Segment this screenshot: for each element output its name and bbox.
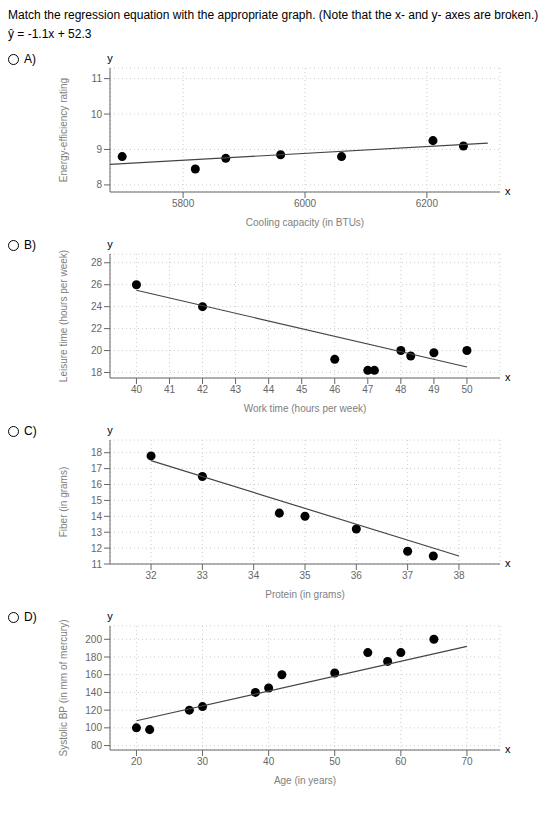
svg-text:Leisure time (hours per week): Leisure time (hours per week) [58,250,69,382]
svg-text:17: 17 [91,463,103,474]
svg-text:70: 70 [461,756,473,767]
svg-text:33: 33 [197,570,209,581]
html-text:C): C) [24,424,37,438]
svg-text:44: 44 [263,384,275,395]
svg-text:100: 100 [85,722,102,733]
svg-text:49: 49 [428,384,440,395]
svg-text:46: 46 [329,384,341,395]
svg-text:8: 8 [96,179,102,190]
svg-text:Fiber (in grams): Fiber (in grams) [58,467,69,538]
svg-text:120: 120 [85,705,102,716]
html-text:A): A) [24,52,36,66]
svg-text:41: 41 [164,384,176,395]
svg-text:Age (in years): Age (in years) [274,775,336,786]
svg-text:37: 37 [402,570,414,581]
svg-text:42: 42 [197,384,209,395]
svg-text:Systolic BP (in mm of mercury): Systolic BP (in mm of mercury) [58,619,69,756]
svg-text:20: 20 [131,756,143,767]
svg-text:48: 48 [395,384,407,395]
html-text:y: y [107,238,113,250]
svg-text:32: 32 [145,570,157,581]
svg-text:14: 14 [91,511,103,522]
svg-text:180: 180 [85,652,102,663]
svg-text:Protein (in grams): Protein (in grams) [265,589,344,600]
svg-text:80: 80 [91,740,103,751]
svg-text:35: 35 [299,570,311,581]
svg-text:30: 30 [197,756,209,767]
svg-text:Cooling capacity (in BTUs): Cooling capacity (in BTUs) [246,217,364,228]
svg-text:45: 45 [296,384,308,395]
svg-text:15: 15 [91,495,103,506]
svg-text:11: 11 [92,559,103,570]
svg-text:6000: 6000 [294,198,317,209]
svg-text:24: 24 [91,301,103,312]
svg-text:13: 13 [91,527,103,538]
html-text:D): D) [24,610,37,624]
svg-text:22: 22 [91,323,103,334]
svg-text:6200: 6200 [416,198,439,209]
html-text:x: x [505,371,511,383]
svg-text:20: 20 [91,345,103,356]
svg-text:200: 200 [85,634,102,645]
html-text:ŷ = -1.1x + 52.3: ŷ = -1.1x + 52.3 [8,27,92,41]
svg-text:43: 43 [230,384,242,395]
html-text:y: y [107,610,113,622]
svg-text:160: 160 [85,669,102,680]
svg-text:12: 12 [91,543,103,554]
html-text:x: x [505,743,511,755]
svg-text:18: 18 [91,367,103,378]
svg-text:9: 9 [96,144,102,155]
svg-text:50: 50 [329,756,341,767]
svg-text:38: 38 [453,570,465,581]
svg-text:28: 28 [91,257,103,268]
svg-text:140: 140 [85,687,102,698]
html-text:x: x [505,185,511,197]
svg-text:40: 40 [263,756,275,767]
html-text:B): B) [24,238,36,252]
svg-text:18: 18 [91,447,103,458]
svg-text:Energy-efficiency rating: Energy-efficiency rating [58,78,69,182]
svg-text:36: 36 [351,570,363,581]
svg-text:10: 10 [91,109,103,120]
html-text:Match the regression equation: Match the regression equation with the a… [8,8,539,22]
svg-text:5800: 5800 [172,198,195,209]
html-text:y: y [107,52,113,64]
svg-text:47: 47 [362,384,374,395]
svg-text:60: 60 [395,756,407,767]
svg-text:Work time (hours per week): Work time (hours per week) [244,403,367,414]
svg-text:34: 34 [248,570,260,581]
svg-text:16: 16 [91,479,103,490]
svg-text:40: 40 [131,384,143,395]
svg-text:11: 11 [92,73,103,84]
html-text:x: x [505,557,511,569]
html-text:y: y [107,424,113,436]
svg-text:50: 50 [461,384,473,395]
svg-text:26: 26 [91,279,103,290]
